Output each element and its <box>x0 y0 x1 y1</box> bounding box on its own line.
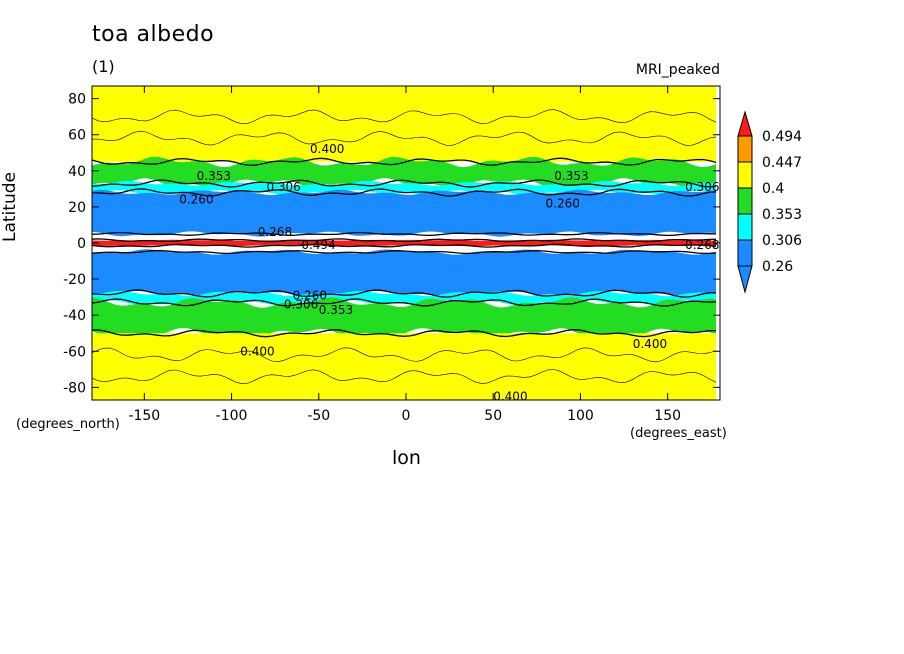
contour-label-11: 0.306 <box>284 297 318 311</box>
colorbar-label-0: 0.26 <box>762 259 793 275</box>
y-tick-label-4: 0 <box>77 236 86 252</box>
colorbar-seg-2 <box>737 187 753 215</box>
colorbar-top-arrow <box>737 110 753 137</box>
contour-line-6 <box>92 249 717 255</box>
contour-label-6: 0.353 <box>554 169 588 183</box>
contour-line-1 <box>92 179 717 188</box>
x-tick-label-1: -100 <box>216 408 248 424</box>
x-axis-label: lon <box>392 447 421 469</box>
y-tick-label-7: 60 <box>68 128 86 144</box>
y-tick-label-8: 80 <box>68 92 86 108</box>
colorbar-seg-4 <box>737 135 753 163</box>
albedo-band-0 <box>92 86 716 162</box>
colorbar-label-5: 0.494 <box>762 129 802 145</box>
contour-line-3 <box>92 231 716 237</box>
contour-label-9: 0.268 <box>685 238 719 252</box>
colorbar-label-3: 0.4 <box>762 181 784 197</box>
contour-label-7: 0.306 <box>685 180 719 194</box>
model-name: MRI_peaked <box>635 62 720 78</box>
contour-line-9 <box>92 329 717 338</box>
contour-line-0 <box>92 157 717 166</box>
contour-line-8 <box>92 298 717 307</box>
x-tick-label-6: 150 <box>654 408 681 424</box>
x-tick-label-3: 0 <box>402 408 411 424</box>
y-tick-label-3: -20 <box>63 272 86 288</box>
x-axis-units: (degrees_east) <box>630 426 727 441</box>
contour-label-0: 0.400 <box>310 142 344 156</box>
contour-label-10: 0.260 <box>293 288 327 302</box>
colorbar-label-4: 0.447 <box>762 155 802 171</box>
contour-thin-1 <box>92 130 717 146</box>
contour-thin-2 <box>92 347 717 363</box>
contour-label-12: 0.353 <box>319 303 353 317</box>
contour-line-2 <box>92 188 717 197</box>
contour-line-5 <box>92 243 717 248</box>
albedo-band-7 <box>92 297 716 339</box>
contour-label-1: 0.353 <box>197 169 231 183</box>
colorbar-seg-3 <box>737 161 753 189</box>
albedo-band-8 <box>92 333 716 400</box>
contour-label-14: 0.400 <box>633 337 667 351</box>
contour-thin-0 <box>92 109 717 125</box>
y-tick-label-0: -80 <box>63 380 86 396</box>
colorbar-seg-0 <box>737 239 753 267</box>
contour-label-8: 0.260 <box>546 196 580 210</box>
colorbar-seg-1 <box>737 213 753 241</box>
colorbar-label-1: 0.306 <box>762 233 802 249</box>
x-tick-label-2: -50 <box>307 408 330 424</box>
contour-label-15: 0.400 <box>493 389 527 403</box>
colorbar-label-2: 0.353 <box>762 207 802 223</box>
contour-label-13: 0.400 <box>240 344 274 358</box>
y-axis-units: (degrees_north) <box>16 417 120 432</box>
albedo-band-3 <box>92 189 716 237</box>
contour-line-7 <box>92 289 716 298</box>
x-tick-label-0: -150 <box>128 408 160 424</box>
y-tick-label-2: -40 <box>63 308 86 324</box>
x-tick-label-4: 50 <box>484 408 502 424</box>
x-tick-label-5: 100 <box>567 408 594 424</box>
chart-subtitle: (1) <box>92 57 115 76</box>
contour-label-3: 0.260 <box>179 193 213 207</box>
contour-label-5: 0.494 <box>301 238 335 252</box>
y-tick-label-5: 20 <box>68 200 86 216</box>
contour-thin-3 <box>92 369 717 385</box>
y-tick-label-1: -60 <box>63 344 86 360</box>
contour-label-4: 0.268 <box>258 225 292 239</box>
field-layer <box>92 86 717 400</box>
albedo-band-5 <box>92 249 716 297</box>
y-tick-label-6: 40 <box>68 164 86 180</box>
colorbar-bottom-arrow <box>737 265 753 294</box>
contour-label-2: 0.306 <box>266 180 300 194</box>
contour-line-4 <box>92 238 717 243</box>
chart-title: toa albedo <box>92 22 215 47</box>
